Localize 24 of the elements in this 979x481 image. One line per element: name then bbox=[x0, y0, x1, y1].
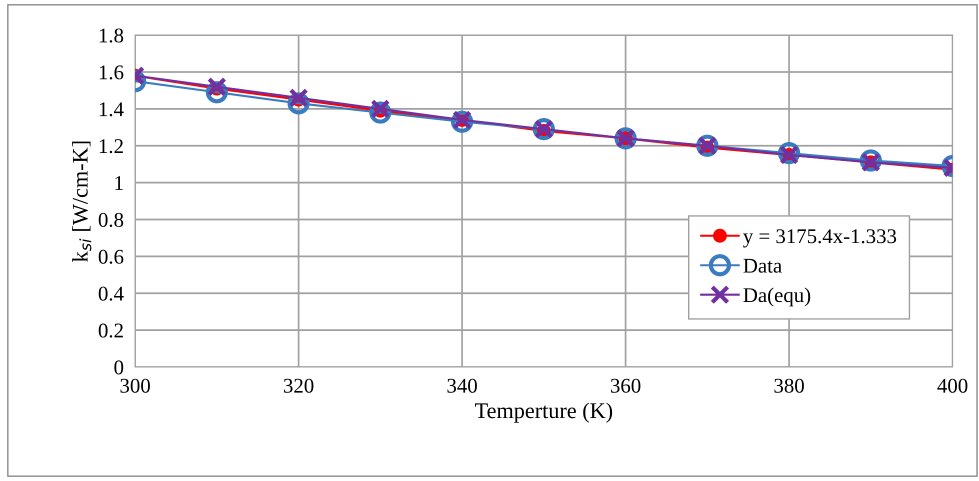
y-tick-label: 1.8 bbox=[100, 28, 124, 43]
x-axis-title: Temperture (K) bbox=[474, 402, 612, 423]
point bbox=[370, 99, 390, 119]
y-tick-label: 0.6 bbox=[98, 250, 124, 264]
x-tick-label: 380 bbox=[774, 378, 804, 393]
x-tick-label: 300 bbox=[120, 378, 150, 393]
x-tick-label: 400 bbox=[937, 378, 968, 393]
y-tick-label: 1 bbox=[115, 176, 123, 190]
y-tick-label: 1.4 bbox=[100, 102, 124, 116]
x-tick-label: 340 bbox=[447, 378, 477, 393]
y-tick-label: 0.8 bbox=[98, 212, 124, 228]
y-tick-label: 0.4 bbox=[98, 286, 124, 301]
x-tick-label: 320 bbox=[284, 378, 314, 393]
point bbox=[288, 88, 308, 108]
y-tick-label: 1.6 bbox=[100, 65, 124, 80]
legend-label: Da(equ) bbox=[743, 288, 810, 306]
y-tick-label: 0.2 bbox=[98, 324, 123, 338]
legend-label: Data bbox=[743, 258, 782, 273]
y-tick-label: 0 bbox=[114, 360, 124, 374]
x-tick-label: 360 bbox=[610, 378, 640, 393]
y-tick-label: 1.2 bbox=[100, 139, 123, 154]
y-axis-title: k$_{si}$ [W/cm-K] bbox=[72, 142, 92, 262]
point bbox=[207, 77, 227, 96]
legend-label: y = 3175.4x-1.333 bbox=[743, 229, 896, 248]
